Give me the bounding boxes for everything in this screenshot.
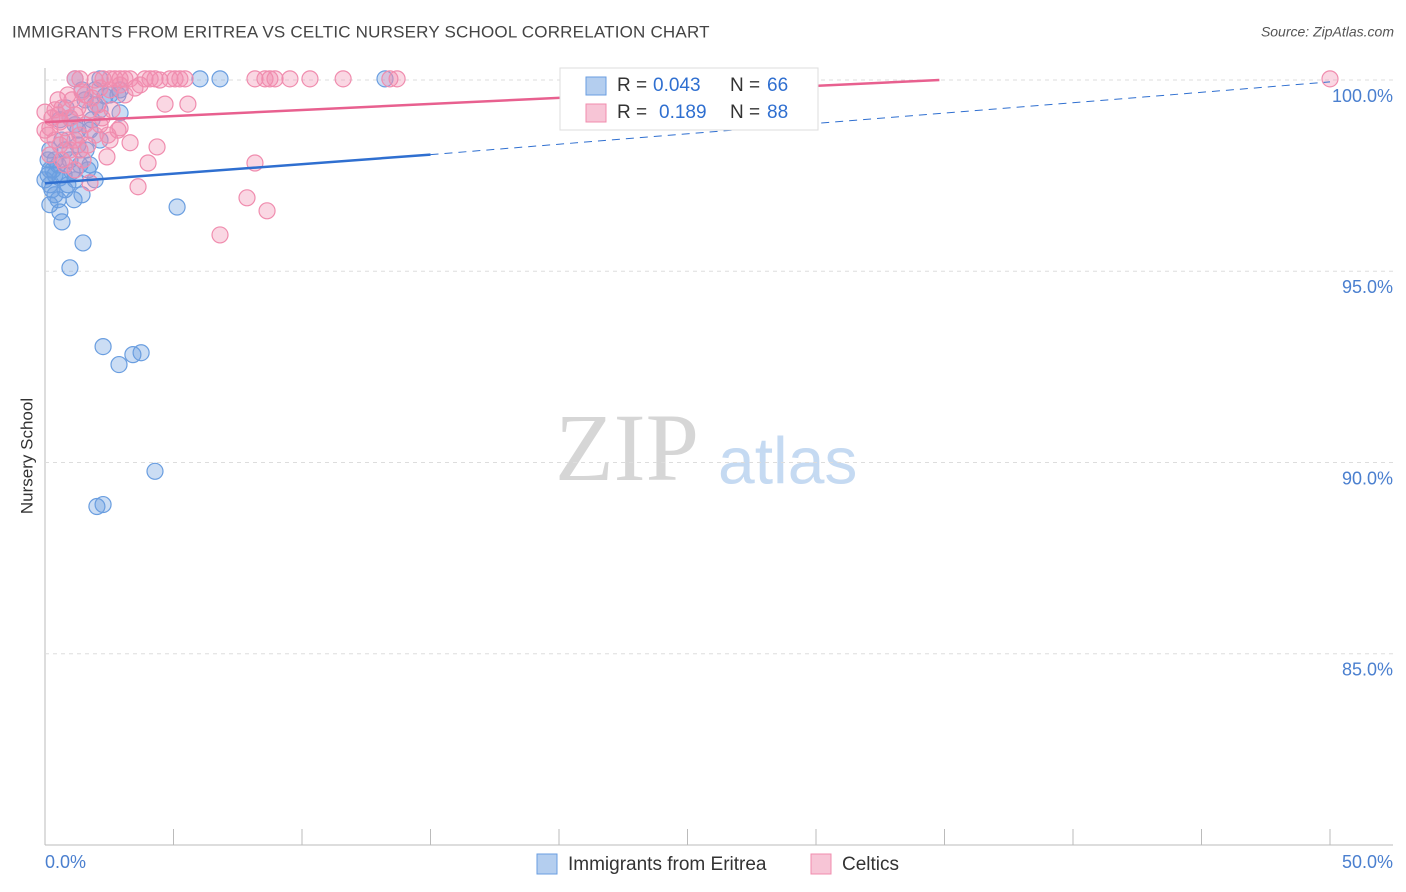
point	[246, 70, 264, 88]
point	[211, 70, 229, 88]
point	[146, 462, 164, 480]
legend-r-label: R =	[617, 102, 647, 123]
point	[176, 70, 194, 88]
point	[94, 495, 112, 514]
point	[131, 76, 149, 94]
legend-swatch	[585, 103, 607, 123]
point	[101, 81, 119, 99]
point	[129, 178, 147, 196]
point	[376, 70, 394, 88]
point	[126, 79, 144, 97]
point	[121, 134, 139, 152]
point	[98, 148, 116, 166]
legend-r-label: R =	[617, 75, 647, 96]
legend-label: Immigrants from Eritrea	[568, 854, 767, 875]
point	[39, 126, 57, 144]
point	[111, 70, 129, 88]
trend-line	[430, 81, 1331, 156]
x-tick-label: 50.0%	[1342, 852, 1393, 872]
point	[101, 131, 119, 149]
point	[66, 161, 84, 179]
legend-swatch	[810, 853, 832, 875]
point	[66, 131, 84, 149]
y-tick-label: 95.0%	[1342, 277, 1393, 297]
y-tick-label: 85.0%	[1342, 660, 1393, 680]
point	[388, 70, 406, 88]
legend: R = 0.043 N = 66 R = 0.189 N = 88	[559, 67, 819, 131]
point	[88, 497, 106, 516]
point	[179, 95, 197, 113]
point	[46, 186, 64, 204]
point	[381, 70, 399, 88]
point	[53, 213, 71, 231]
point	[81, 174, 99, 192]
point	[148, 138, 166, 156]
legend-n: 88	[767, 102, 788, 123]
point	[261, 70, 279, 88]
point	[256, 70, 274, 88]
point	[49, 91, 67, 109]
point	[94, 338, 112, 356]
y-tick-label: 90.0%	[1342, 468, 1393, 488]
point	[71, 141, 89, 159]
point	[76, 86, 94, 104]
point	[139, 154, 157, 172]
bottom-legend: Immigrants from Eritrea Celtics	[536, 853, 899, 875]
point	[171, 70, 189, 88]
point	[43, 109, 61, 127]
point	[59, 131, 77, 149]
points	[36, 70, 1339, 516]
point	[156, 95, 174, 113]
legend-r: 0.189	[659, 102, 707, 123]
legend-n-label: N =	[730, 75, 760, 96]
legend-n-label: N =	[730, 102, 760, 123]
point	[63, 91, 81, 109]
chart-title: IMMIGRANTS FROM ERITREA VS CELTIC NURSER…	[12, 22, 710, 41]
point	[61, 259, 79, 277]
legend-swatch	[536, 853, 558, 875]
point	[56, 156, 74, 174]
point	[116, 86, 134, 104]
legend-label: Celtics	[842, 854, 899, 875]
point	[191, 70, 209, 88]
point	[65, 191, 83, 209]
point	[258, 202, 276, 220]
point	[53, 151, 71, 169]
y-tick-label: 100.0%	[1332, 86, 1393, 106]
point	[166, 70, 184, 88]
point	[49, 191, 67, 209]
point	[281, 70, 299, 88]
watermark: atlas	[718, 423, 857, 497]
point	[71, 70, 89, 88]
point	[211, 226, 229, 244]
point	[266, 70, 284, 88]
point	[110, 355, 128, 374]
point	[121, 70, 139, 88]
point	[36, 103, 54, 121]
x-tick-label: 0.0%	[45, 852, 86, 872]
y-axis-label: Nursery School	[17, 398, 36, 514]
point	[301, 70, 319, 88]
point	[74, 234, 92, 252]
x-tick-marks	[44, 829, 1331, 845]
point	[238, 189, 256, 207]
source: Source: ZipAtlas.com	[1261, 24, 1394, 40]
point	[334, 70, 352, 88]
point	[132, 344, 150, 362]
watermark: ZIP	[555, 394, 699, 501]
legend-r: 0.043	[653, 75, 701, 96]
point	[86, 71, 104, 89]
point	[1321, 70, 1339, 88]
point	[168, 198, 186, 216]
legend-n: 66	[767, 75, 788, 96]
point	[151, 71, 169, 89]
trend-line	[44, 153, 431, 185]
legend-swatch	[585, 76, 607, 96]
